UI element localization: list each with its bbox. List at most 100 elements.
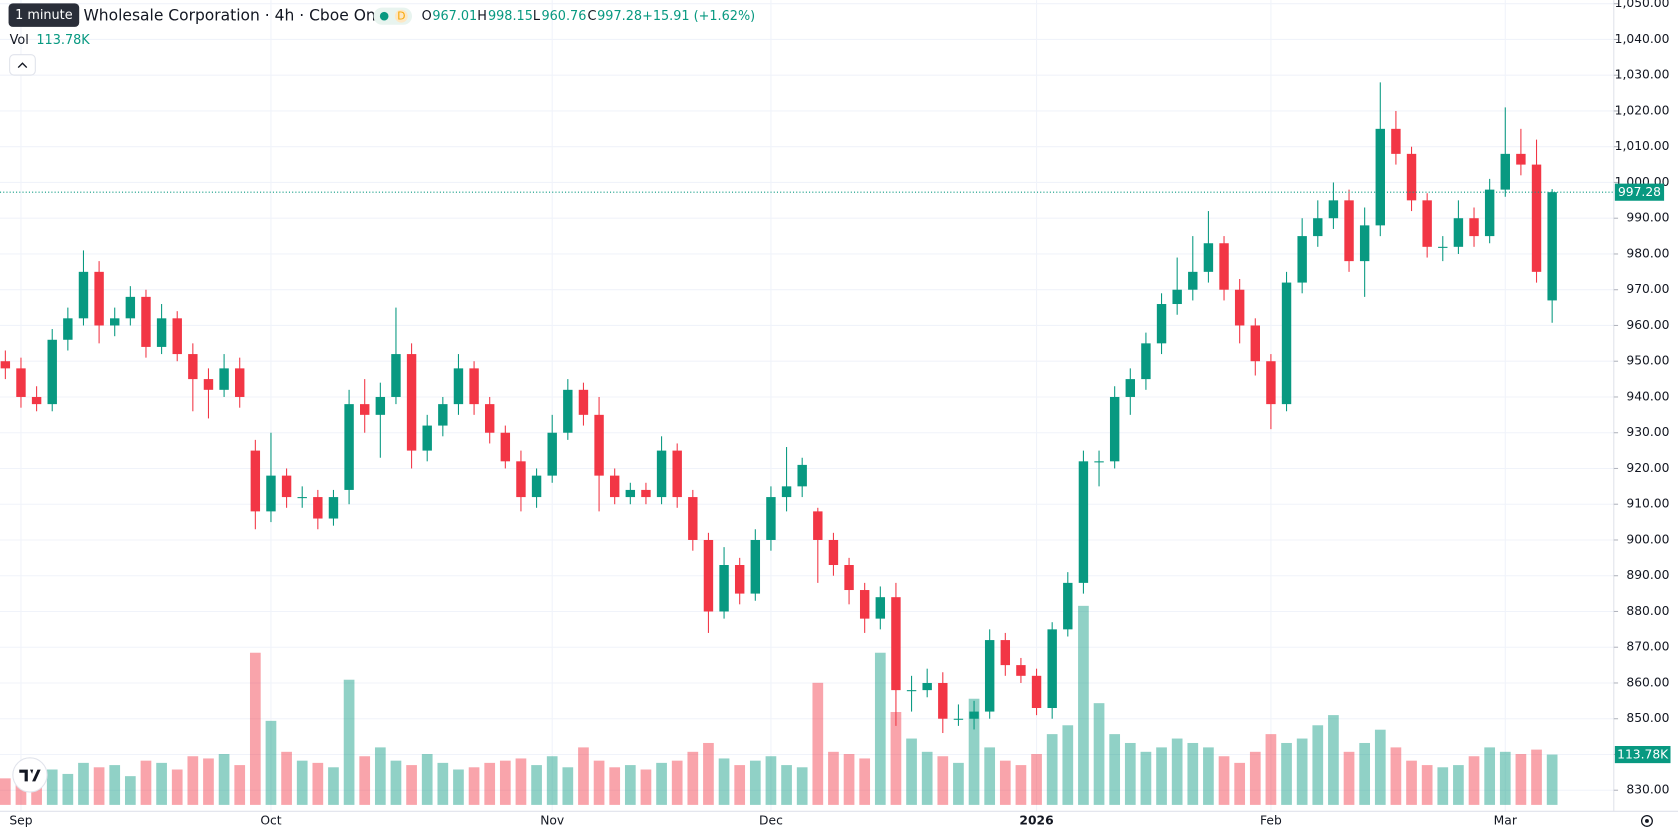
volume-bar [1171, 738, 1183, 805]
candle-body [844, 565, 854, 591]
candle-body [328, 497, 339, 519]
collapse-button[interactable] [9, 54, 36, 76]
candle-body [375, 396, 386, 415]
tooltip: 1 minute [15, 8, 73, 23]
volume-bar [609, 767, 621, 805]
candle-body [750, 539, 761, 594]
volume-bar [296, 760, 308, 805]
volume-bar [1546, 754, 1558, 805]
x-tick-label: Sep [9, 813, 32, 827]
collapse-icon [17, 62, 28, 69]
candle-body [31, 396, 42, 405]
volume-bar [468, 767, 480, 805]
volume-bar [796, 767, 808, 805]
candle-body [156, 318, 167, 347]
volume-bar [546, 756, 558, 805]
candle-body [1422, 200, 1432, 247]
volume-bar [406, 765, 417, 805]
candle-body [1125, 379, 1136, 397]
volume-bar [1515, 754, 1527, 805]
volume-bar [249, 652, 261, 805]
candle-body [594, 414, 604, 476]
volume-bar [312, 762, 324, 805]
candle-body [313, 497, 323, 519]
y-tick-label: 950.00 [1626, 354, 1669, 368]
volume-bar [499, 760, 511, 805]
candle-body [125, 296, 136, 319]
candle-body [641, 489, 651, 498]
candle-body [781, 486, 792, 498]
candle-body [688, 497, 698, 540]
y-tick-label: 1,030.00 [1615, 68, 1670, 82]
candle-body [94, 271, 104, 326]
candle-body [734, 565, 745, 594]
volume-bar [953, 762, 964, 805]
candle-body [422, 425, 432, 451]
y-tick-label: 850.00 [1626, 711, 1669, 725]
volume-bar [1281, 742, 1292, 805]
candle-body [406, 354, 417, 451]
candle-body [359, 404, 370, 415]
l-value: 960.76 [541, 9, 586, 24]
x-tick-label: Mar [1494, 813, 1518, 827]
volume-bar [734, 765, 746, 805]
volume-bar [1406, 760, 1417, 805]
candle-body [1391, 128, 1401, 154]
volume-bar [1109, 734, 1121, 805]
candle-body [1250, 325, 1260, 362]
volume-bar [1531, 749, 1542, 805]
volume-bar [828, 751, 839, 805]
y-tick-label: 1,020.00 [1615, 103, 1670, 117]
volume-bar [218, 754, 230, 805]
vol-label: Vol [10, 33, 29, 48]
volume-bar [874, 652, 886, 805]
candle-body [531, 475, 542, 498]
volume-bar [0, 778, 11, 805]
candle-body [188, 354, 198, 380]
candle-body [1109, 396, 1120, 462]
volume-bar [171, 769, 183, 805]
candle-body [1406, 153, 1417, 201]
candle-body [1375, 128, 1385, 226]
y-tick-label: 830.00 [1626, 783, 1669, 797]
candle-body [469, 368, 479, 405]
settings-icon[interactable] [1640, 814, 1653, 827]
candle-body [1328, 200, 1339, 219]
candle-body [172, 318, 182, 355]
volume-bar [1203, 747, 1214, 805]
volume-bar [624, 765, 636, 805]
volume-bar [203, 758, 214, 805]
volume-bar [281, 751, 292, 805]
logo[interactable] [12, 757, 48, 793]
candle-body [63, 318, 73, 340]
y-tick-label: 890.00 [1626, 568, 1669, 582]
volume-bar [93, 767, 105, 805]
candle-body [719, 565, 729, 612]
volume-bar [515, 758, 527, 805]
tooltip-box [8, 3, 80, 27]
candle-body [47, 339, 57, 405]
volume-bar [374, 747, 386, 805]
candle-body [1078, 461, 1089, 583]
candle-body [1453, 218, 1464, 247]
last-volume-box [1614, 746, 1671, 764]
candle-body [1547, 192, 1557, 301]
candle-body [219, 368, 229, 390]
last-price-box [1614, 183, 1665, 201]
volume-bar [812, 682, 824, 805]
candle-body [1203, 243, 1214, 272]
volume-bar [1124, 742, 1136, 805]
volume-bar [1343, 751, 1355, 805]
volume-bar [124, 776, 136, 805]
candle-body [1094, 461, 1104, 463]
candle-body [235, 368, 245, 397]
candle-body [453, 368, 464, 405]
last-price-label: 997.28 [1618, 185, 1661, 199]
grid [0, 0, 1614, 812]
volume-bar [937, 756, 949, 805]
volume-bar [1421, 765, 1433, 805]
candle-body [578, 389, 589, 415]
symbol-title[interactable]: Wholesale Corporation · 4h · Cboe One [83, 7, 385, 25]
candle-body [110, 318, 120, 326]
